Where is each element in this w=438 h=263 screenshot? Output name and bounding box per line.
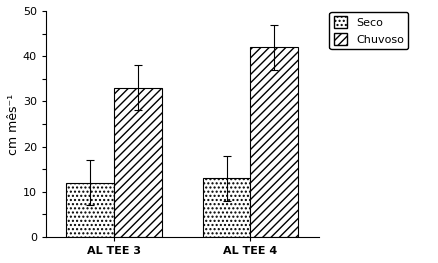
Bar: [66, 183, 114, 237]
Legend: Seco, Chuvoso: Seco, Chuvoso: [328, 12, 407, 49]
Bar: [114, 88, 161, 237]
Y-axis label: cm mês⁻¹: cm mês⁻¹: [7, 93, 20, 155]
Bar: [202, 178, 250, 237]
Bar: [250, 47, 297, 237]
